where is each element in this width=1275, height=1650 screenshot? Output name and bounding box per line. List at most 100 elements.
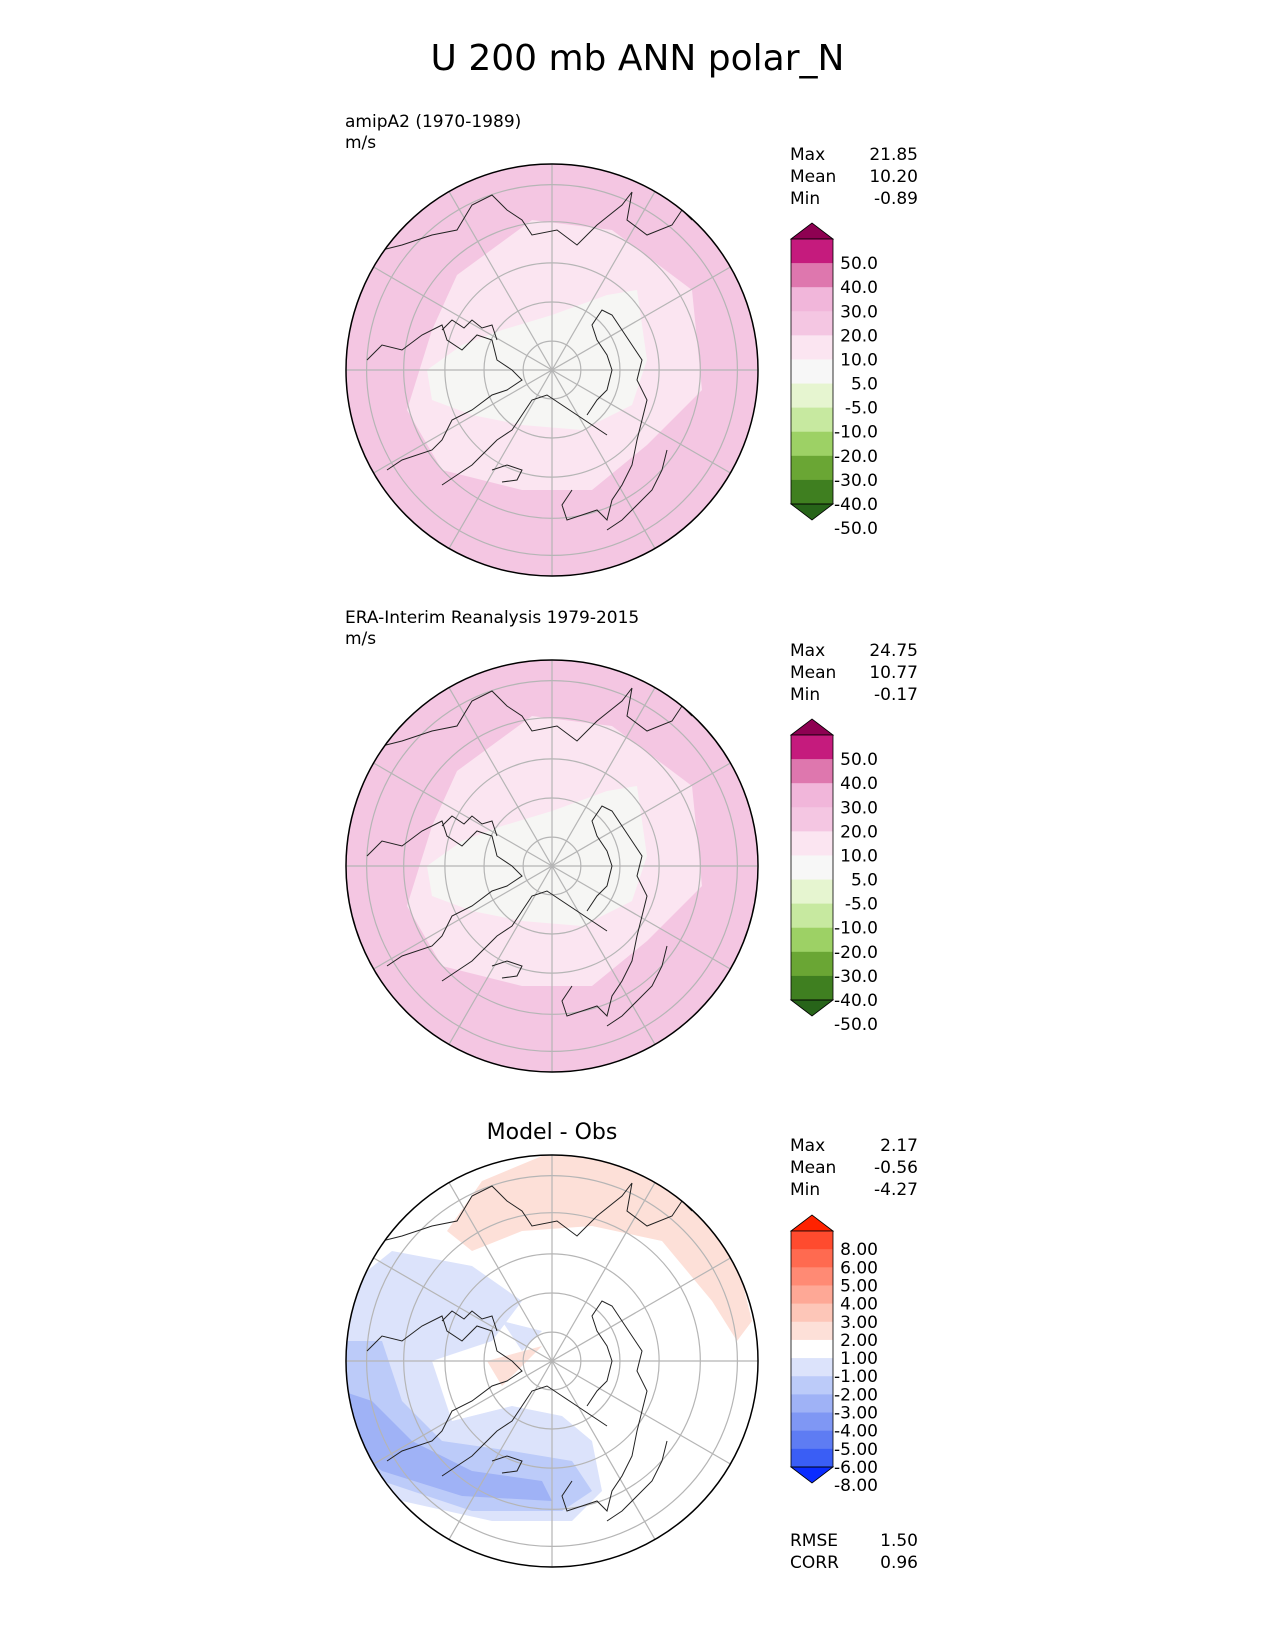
metric-label: RMSE	[790, 1531, 839, 1551]
colorbar-extend-min	[789, 999, 835, 1017]
polar-map-1	[345, 163, 759, 577]
latitude-circle	[403, 221, 701, 519]
metric-row: RMSE 1.50	[790, 1530, 918, 1552]
stat-value: -4.27	[874, 1180, 918, 1200]
panel-1-units: m/s	[345, 133, 377, 153]
panel-2-stats: Max 24.75 Mean 10.77 Min -0.17	[790, 640, 918, 706]
panel-1-title: amipA2 (1970-1989) m/s	[345, 112, 521, 154]
stat-row: Mean 10.77	[790, 662, 918, 684]
map-fill	[346, 164, 758, 576]
graticule	[346, 660, 758, 1072]
colorbar-swatch	[791, 359, 833, 385]
colorbar-tick-label: -20.0	[834, 943, 878, 963]
stat-row: Max 21.85	[790, 144, 918, 166]
latitude-circle	[366, 184, 738, 556]
coastline	[561, 1300, 648, 1512]
meridian-line	[448, 191, 656, 549]
meridian-line	[373, 266, 731, 474]
colorbar-tick-label: 5.00	[840, 1276, 878, 1296]
region-edge	[346, 926, 472, 1072]
map-border	[345, 659, 759, 1073]
region-pole	[427, 786, 647, 926]
colorbar-tick-label: 2.00	[840, 1331, 878, 1351]
coastline	[491, 960, 523, 979]
panel-1-label: amipA2 (1970-1989)	[345, 112, 522, 132]
meridian-line	[448, 1182, 656, 1540]
graticule	[346, 1155, 758, 1567]
colorbar-swatch	[791, 1285, 833, 1305]
stat-value: -0.56	[874, 1158, 918, 1178]
coastline	[441, 890, 608, 982]
colorbar-swatch	[791, 759, 833, 784]
map-border	[345, 1154, 759, 1568]
stat-label: Mean	[790, 167, 837, 187]
colorbar-swatch	[791, 1267, 833, 1286]
region-pole	[427, 290, 647, 430]
stat-row: Mean -0.56	[790, 1157, 918, 1179]
coastline	[561, 309, 648, 521]
stat-label: Min	[790, 1180, 821, 1200]
region-negative-light	[346, 1251, 602, 1521]
colorbar-swatch	[791, 831, 833, 856]
region-negative-mid	[346, 1341, 592, 1511]
colorbar-tick-label: 20.0	[840, 822, 878, 842]
stat-label: Mean	[790, 663, 837, 683]
stat-label: Mean	[790, 1158, 837, 1178]
colorbar-swatch	[791, 311, 833, 336]
colorbar-1: 50.0 40.0 30.0 20.0 10.0 5.0 -5.0 -10.0 -20.0 -30…	[789, 222, 878, 539]
latitude-circle	[483, 301, 621, 439]
colorbar-swatch	[791, 263, 833, 288]
stat-value: 24.75	[869, 641, 918, 661]
panel-2-title: ERA-Interim Reanalysis 1979-2015 m/s	[345, 608, 639, 650]
panel-3-title: Model - Obs	[486, 1120, 618, 1145]
meridian-line	[448, 687, 656, 1045]
map-fill	[346, 660, 758, 1072]
colorbar-tick-label: -10.0	[834, 919, 878, 939]
metric-label: CORR	[790, 1553, 839, 1573]
figure-title: U 200 mb ANN polar_N	[430, 38, 845, 79]
colorbar-tick-label: -50.0	[834, 519, 878, 539]
stat-row: Min -4.27	[790, 1179, 918, 1201]
map-fill	[346, 1155, 758, 1567]
coastline	[441, 1310, 498, 1332]
meridian-line	[373, 762, 731, 970]
colorbar-swatch	[791, 1376, 833, 1395]
panel-2-units: m/s	[345, 629, 377, 649]
colorbar-tick-label: 20.0	[840, 326, 878, 346]
latitude-circle	[522, 1331, 582, 1391]
meridian-line	[448, 1182, 656, 1540]
colorbar-swatch	[791, 1321, 833, 1341]
polar-map-2	[345, 659, 759, 1073]
panel-3-metrics: RMSE 1.50 CORR 0.96	[790, 1530, 918, 1574]
stat-label: Min	[790, 685, 821, 705]
stat-row: Min -0.17	[790, 684, 918, 706]
colorbar-tick-label: -10.0	[834, 423, 878, 443]
colorbar-swatch	[791, 855, 833, 881]
colorbar-swatch	[791, 1339, 833, 1359]
region-outer	[346, 660, 758, 1072]
region-negative-pole	[502, 1321, 542, 1351]
coastline	[366, 820, 523, 967]
colorbar-tick-label: -8.00	[834, 1476, 878, 1496]
stat-row: Max 24.75	[790, 640, 918, 662]
coastline	[441, 319, 498, 341]
colorbar-tick-label: -1.00	[834, 1367, 878, 1387]
region-outer	[346, 164, 758, 576]
stat-row: Max 2.17	[790, 1135, 918, 1157]
meridian-line	[448, 687, 656, 1045]
colorbar-tick-label: 5.0	[851, 871, 878, 891]
colorbar-extend-min	[789, 503, 835, 521]
colorbar-tick-label: 10.0	[840, 846, 878, 866]
colorbar-extend-max	[789, 222, 835, 240]
coastline	[561, 805, 648, 1017]
stat-row: Min -0.89	[790, 188, 918, 210]
coastline	[491, 1455, 523, 1474]
colorbar-3: 8.006.005.004.003.002.001.00-1.00-2.00-3…	[789, 1214, 878, 1496]
region-inner	[407, 716, 702, 986]
coastline	[606, 945, 668, 1027]
latitude-circle	[522, 836, 582, 896]
map-border	[345, 163, 759, 577]
colorbar-tick-label: 3.00	[840, 1313, 878, 1333]
meridian-line	[373, 1257, 731, 1465]
latitude-circle	[522, 340, 582, 400]
